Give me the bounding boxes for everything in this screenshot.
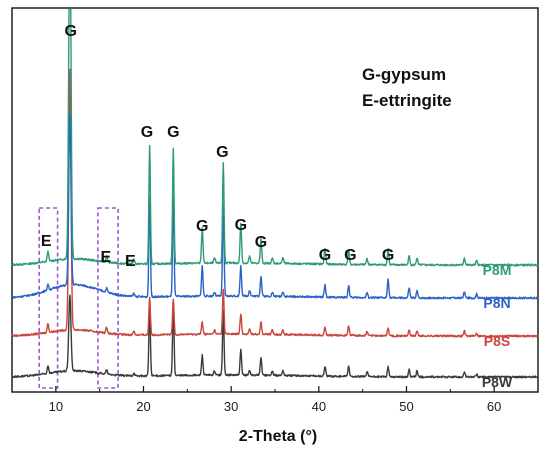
x-tick-label: 20 xyxy=(136,399,150,414)
series-label-p8w: P8W xyxy=(482,374,513,390)
x-tick-label: 10 xyxy=(49,399,63,414)
peak-label-e-11: E xyxy=(41,233,52,250)
series-label-p8m: P8M xyxy=(483,262,512,278)
peak-label-g-5: G xyxy=(196,218,208,235)
peak-label-e-13: E xyxy=(125,253,136,270)
legend-line-1: G-gypsum xyxy=(362,65,446,84)
peak-label-g-2: G xyxy=(141,124,153,141)
peak-label-g-3: G xyxy=(167,124,179,141)
series-label-p8s: P8S xyxy=(484,333,510,349)
series-label-p8n: P8N xyxy=(483,295,510,311)
peak-label-g-9: G xyxy=(344,247,356,264)
x-tick-label: 40 xyxy=(312,399,326,414)
series-line-p8s xyxy=(11,68,539,338)
x-tick-label: 60 xyxy=(487,399,501,414)
peak-label-e-12: E xyxy=(100,249,111,266)
x-tick-label: 30 xyxy=(224,399,238,414)
peak-label-g-4: G xyxy=(216,144,228,161)
series-line-p8m xyxy=(11,8,539,267)
series-line-p8w xyxy=(11,294,539,379)
peak-label-g-7: G xyxy=(255,234,267,251)
x-axis-label: 2-Theta (°) xyxy=(239,428,317,445)
peak-label-g-1: G xyxy=(65,23,77,40)
series-line-p8n xyxy=(11,113,539,300)
peak-label-g-6: G xyxy=(235,217,247,234)
x-tick-label: 50 xyxy=(399,399,413,414)
peak-label-g-8: G xyxy=(319,247,331,264)
highlight-box-2 xyxy=(97,207,119,389)
peak-label-g-10: G xyxy=(382,247,394,264)
highlight-box-1 xyxy=(38,207,59,389)
legend-line-2: E-ettringite xyxy=(362,91,452,110)
